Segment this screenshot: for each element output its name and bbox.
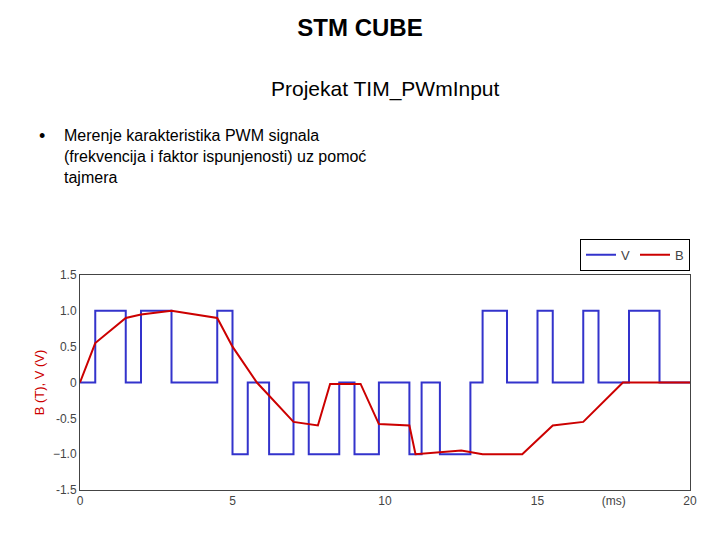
svg-text:−1.0: −1.0	[53, 447, 77, 461]
svg-text:5: 5	[229, 494, 236, 508]
svg-text:Merenje karakteristika PWM sig: Merenje karakteristika PWM signala(frekv…	[64, 127, 366, 186]
svg-text:0.5: 0.5	[60, 340, 77, 354]
svg-text:•: •	[39, 126, 45, 146]
svg-text:-1.5: -1.5	[56, 483, 77, 497]
svg-text:10: 10	[378, 494, 392, 508]
svg-text:15: 15	[531, 494, 545, 508]
svg-text:1.0: 1.0	[60, 304, 77, 318]
svg-text:-0.5: -0.5	[56, 412, 77, 426]
svg-text:STM CUBE: STM CUBE	[297, 14, 422, 41]
svg-text:1.5: 1.5	[60, 268, 77, 282]
svg-text:(ms): (ms)	[602, 494, 626, 508]
svg-text:Projekat TIM_PWmInput: Projekat TIM_PWmInput	[271, 77, 500, 101]
svg-text:20: 20	[683, 494, 697, 508]
svg-text:V: V	[621, 248, 630, 263]
svg-text:0: 0	[77, 494, 84, 508]
svg-text:B: B	[675, 248, 684, 263]
svg-text:0: 0	[70, 376, 77, 390]
svg-text:B (T), V (V): B (T), V (V)	[32, 350, 47, 416]
